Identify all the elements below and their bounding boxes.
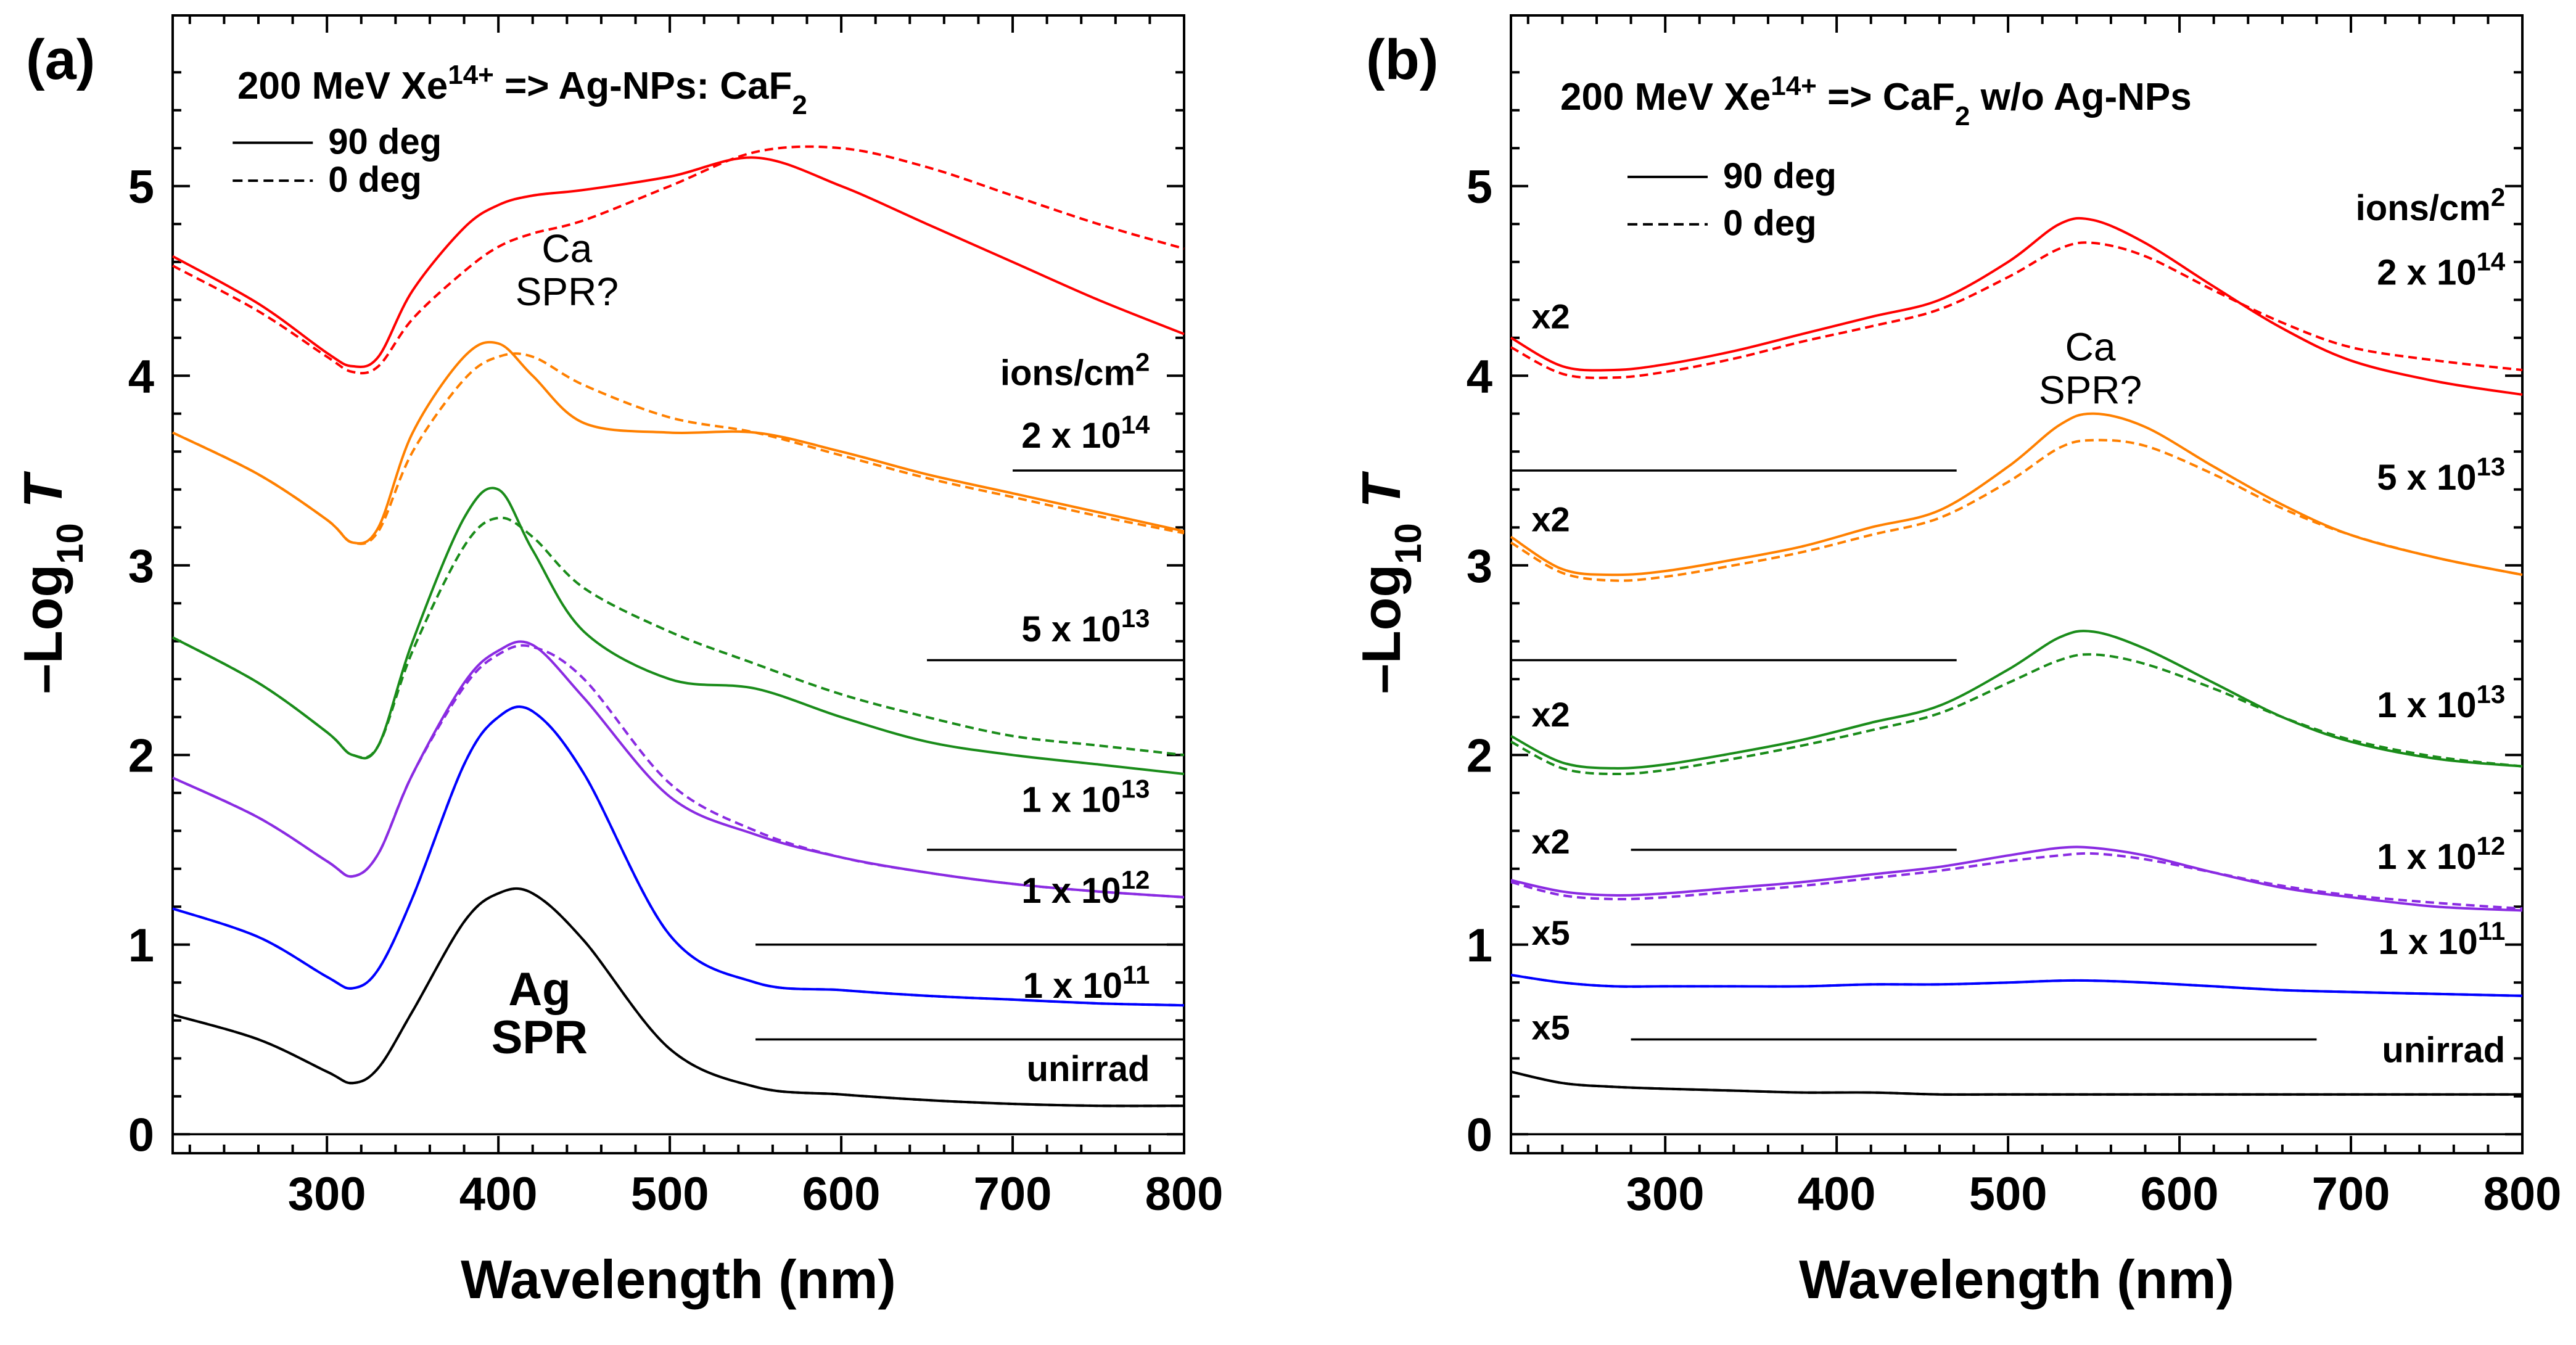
series-5e13-90deg-line bbox=[172, 340, 1185, 545]
series-5e13-0deg-line bbox=[1510, 438, 2523, 582]
panel-a: 300 400 500 600 700 800 0 1 2 3 4 5 Wavelength (nm) –… bbox=[12, 14, 1224, 1310]
multiplier-label-1e12: x2 bbox=[1531, 822, 1570, 861]
multiplier-label-1e13: x2 bbox=[1531, 695, 1570, 734]
units-label: ions/cm2 bbox=[2356, 183, 2506, 229]
y-tick-label: 1 bbox=[1467, 919, 1492, 972]
multiplier-label-unirrad: x5 bbox=[1531, 1008, 1570, 1047]
x-tick-label: 400 bbox=[459, 1168, 538, 1220]
legend-solid-label: 90 deg bbox=[328, 121, 442, 162]
y-tick-label: 3 bbox=[128, 540, 154, 593]
fluence-label-unirrad: unirrad bbox=[2382, 1030, 2505, 1070]
series-1e12-90deg-line bbox=[1510, 845, 2523, 912]
series-1e11-90deg-line bbox=[1510, 974, 2523, 997]
y-tick-label: 4 bbox=[1467, 350, 1492, 403]
x-axis-title: Wavelength (nm) bbox=[1799, 1249, 2234, 1310]
ca-spr-label-line: Ca bbox=[2065, 325, 2116, 369]
x-tick-label: 800 bbox=[2483, 1168, 2562, 1220]
units-label: ions/cm2 bbox=[1000, 347, 1150, 393]
series-2e14-90deg-line bbox=[172, 156, 1185, 368]
x-tick-label: 600 bbox=[802, 1168, 881, 1220]
panel-letter: (a) bbox=[26, 28, 95, 91]
ag-spr-label-line: SPR bbox=[492, 1011, 588, 1064]
x-tick-label: 800 bbox=[1145, 1168, 1224, 1220]
fluence-label-5e13: 5 x 1013 bbox=[1021, 603, 1150, 649]
ca-spr-label-line: Ca bbox=[541, 226, 592, 271]
ca-spr-label-line: SPR? bbox=[516, 269, 619, 314]
ca-spr-label-line: SPR? bbox=[2039, 368, 2142, 413]
y-tick-label: 3 bbox=[1467, 540, 1492, 593]
y-tick-label: 2 bbox=[128, 730, 154, 782]
series-5e13-90deg-line bbox=[1510, 412, 2523, 577]
fluence-label-1e12: 1 x 1012 bbox=[2377, 831, 2505, 877]
series-1e13-90deg-line bbox=[172, 487, 1185, 775]
fluence-label-1e13: 1 x 1013 bbox=[1021, 774, 1150, 820]
series-2e14-0deg-line bbox=[1510, 241, 2523, 379]
multiplier-label-2e14: x2 bbox=[1531, 297, 1570, 335]
fluence-label-1e13: 1 x 1013 bbox=[2377, 679, 2505, 725]
fluence-label-5e13: 5 x 1013 bbox=[2377, 451, 2505, 498]
multiplier-label-5e13: x2 bbox=[1531, 500, 1570, 538]
legend: 90 deg 0 deg bbox=[1627, 156, 1837, 244]
series-2e14-90deg-line bbox=[1510, 216, 2523, 396]
series-5e13-0deg-line bbox=[172, 352, 1185, 545]
legend-dashed-label: 0 deg bbox=[1723, 204, 1817, 244]
x-tick-label: 600 bbox=[2141, 1168, 2219, 1220]
fluence-label-1e11: 1 x 1011 bbox=[2379, 916, 2506, 963]
series-unirrad-90deg-line bbox=[172, 887, 1185, 1108]
y-tick-label: 0 bbox=[128, 1109, 154, 1161]
x-axis-title: Wavelength (nm) bbox=[461, 1249, 896, 1310]
fluence-label-2e14: 2 x 1014 bbox=[2377, 247, 2506, 293]
series-unirrad-90deg-line bbox=[1510, 1070, 2522, 1096]
y-tick-label: 4 bbox=[128, 350, 154, 403]
fluence-label-1e12: 1 x 1012 bbox=[1021, 865, 1150, 911]
y-tick-label: 5 bbox=[128, 161, 154, 213]
y-axis-title: –Log10 T bbox=[12, 471, 91, 694]
series-1e11-90deg-line bbox=[172, 705, 1185, 1007]
series-1e13-90deg-line bbox=[1510, 630, 2523, 770]
panel-letter: (b) bbox=[1366, 28, 1438, 91]
x-tick-label: 300 bbox=[1626, 1168, 1705, 1220]
fluence-label-unirrad: unirrad bbox=[1027, 1049, 1150, 1089]
chart-title: 200 MeV Xe14+ => Ag-NPs: CaF2 bbox=[237, 60, 807, 120]
y-tick-label: 0 bbox=[1467, 1109, 1492, 1161]
plot-frame bbox=[171, 14, 1185, 1154]
panel-b: 300 400 500 600 700 800 0 1 2 3 4 5 Wavelength (nm) –… bbox=[1351, 14, 2562, 1310]
x-tick-label: 500 bbox=[631, 1168, 709, 1220]
x-tick-label: 400 bbox=[1798, 1168, 1876, 1220]
legend-dashed-label: 0 deg bbox=[328, 160, 422, 200]
multiplier-label-1e11: x5 bbox=[1531, 913, 1570, 952]
y-axis-title: –Log10 T bbox=[1351, 471, 1429, 694]
ag-spr-label-line: Ag bbox=[508, 963, 570, 1016]
plot-frame bbox=[1510, 14, 2524, 1154]
x-tick-label: 700 bbox=[974, 1168, 1052, 1220]
fluence-label-1e11: 1 x 1011 bbox=[1023, 960, 1150, 1006]
series-1e12-0deg-line bbox=[1510, 852, 2523, 910]
y-tick-label: 2 bbox=[1467, 730, 1492, 782]
series-1e11-0deg-line bbox=[172, 705, 1185, 1007]
series-1e13-0deg-line bbox=[1510, 653, 2523, 776]
y-tick-label: 1 bbox=[128, 919, 154, 972]
chart-title: 200 MeV Xe14+ => CaF2 w/o Ag-NPs bbox=[1560, 71, 2192, 131]
series-1e12-90deg-line bbox=[172, 640, 1185, 899]
series-unirrad-0deg-line bbox=[1510, 1070, 2522, 1096]
x-tick-label: 300 bbox=[288, 1168, 366, 1220]
x-tick-label: 500 bbox=[1969, 1168, 2047, 1220]
y-tick-label: 5 bbox=[1467, 161, 1492, 213]
x-tick-label: 700 bbox=[2312, 1168, 2390, 1220]
fluence-label-2e14: 2 x 1014 bbox=[1021, 410, 1150, 456]
legend-solid-label: 90 deg bbox=[1723, 156, 1837, 196]
series-2e14-0deg-line bbox=[172, 145, 1185, 375]
